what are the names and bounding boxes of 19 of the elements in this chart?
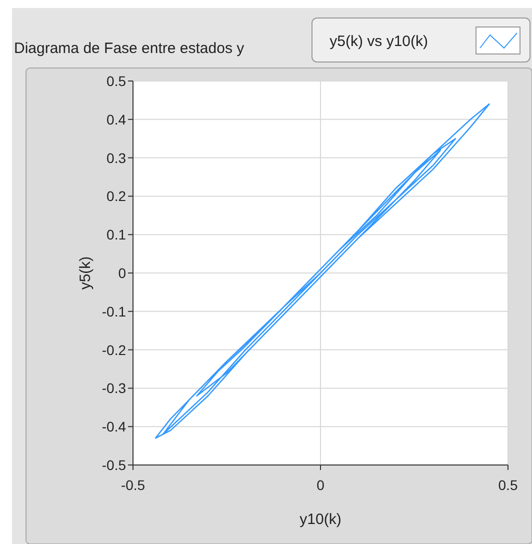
y-tick-label: 0.1 [106,226,126,243]
chart-title: Diagrama de Fase entre estados y [14,40,245,57]
y-tick-label: 0.4 [106,111,126,128]
y-tick-label: -0.1 [102,303,126,320]
y-axis-title: y5(k) [77,256,94,290]
y-tick-label: -0.3 [102,380,126,396]
y-tick-label: -0.2 [102,342,126,358]
line-series [154,103,490,439]
y-tick-label: -0.5 [102,457,126,473]
y-tick-label: 0 [118,265,126,281]
y-tick-label: 0.2 [106,188,126,204]
y-tick-label: -0.4 [102,418,126,435]
text: y5(k) vs y10(k) [330,33,428,50]
x-tick-label: 0.5 [498,477,518,493]
x-tick-label: -0.5 [120,477,146,493]
x-axis-title: y10(k) [300,511,342,528]
y-tick-label: 0.5 [106,73,126,89]
x-tick-label: 0 [316,477,325,493]
y-tick-label: 0.3 [106,150,126,166]
